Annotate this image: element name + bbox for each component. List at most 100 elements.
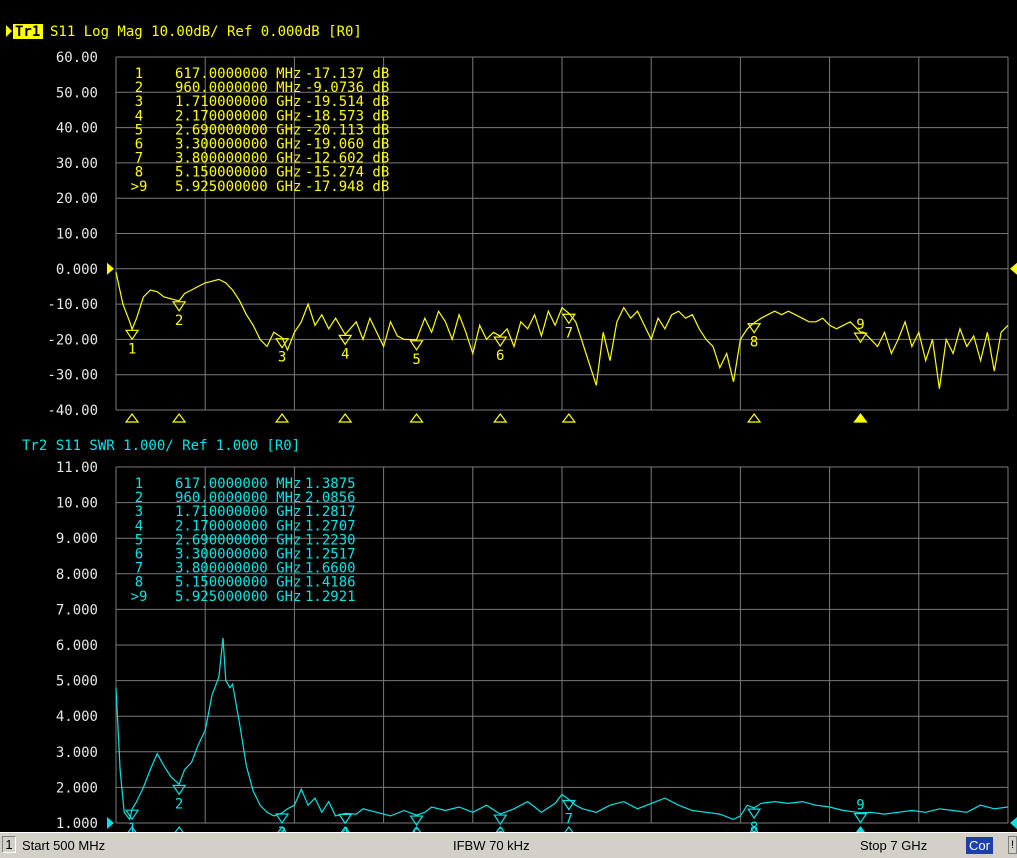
marker-symbol	[561, 313, 576, 325]
y-tick-label: 20.00	[56, 191, 98, 207]
y-tick-label: 10.00	[56, 496, 98, 512]
start-frequency[interactable]: Start 500 MHz	[22, 838, 106, 853]
marker-value: 1.6600	[305, 561, 356, 577]
y-tick-label: -10.00	[47, 297, 98, 313]
reference-marker-right	[1010, 817, 1017, 829]
marker-position-triangle	[493, 413, 508, 423]
marker-position-triangle	[409, 413, 424, 423]
marker-symbol	[561, 799, 576, 811]
marker-symbol	[124, 809, 140, 821]
marker-label: 6	[496, 348, 504, 364]
y-tick-label: 9.000	[56, 531, 98, 547]
marker-position-triangle	[124, 413, 140, 423]
marker-label: 2	[175, 313, 183, 329]
marker-readout-row: 6 3.300000000 GHz -19.060 dB	[135, 137, 390, 153]
marker-number: 2	[135, 80, 143, 96]
trace-line	[115, 272, 1009, 389]
marker-number: >9	[131, 589, 148, 605]
marker-value: 1.4186	[305, 575, 356, 591]
marker-value: 1.2707	[305, 518, 356, 534]
channel-indicator[interactable]: 1	[2, 836, 16, 853]
warning-indicator[interactable]: !	[1008, 836, 1017, 854]
marker-frequency: 2.170000000 GHz	[175, 108, 301, 124]
marker-symbol	[493, 814, 508, 826]
y-tick-label: 5.000	[56, 674, 98, 690]
marker-frequency: 3.300000000 GHz	[175, 137, 301, 153]
marker-symbol	[853, 332, 868, 344]
trace-panel-2: Tr2 S11 SWR 1.000/ Ref 1.000 [R0] 11.00 10…	[22, 438, 1017, 843]
marker-value: -17.948 dB	[305, 179, 389, 195]
marker-position-triangle	[853, 413, 868, 423]
marker-label: 1	[128, 821, 136, 837]
marker-number: 2	[135, 490, 143, 506]
marker-readout-row: >9 5.925000000 GHz -17.948 dB	[131, 179, 390, 195]
marker-2: 2	[171, 301, 187, 423]
marker-readout-row: 7 3.800000000 GHz 1.6600	[135, 561, 356, 577]
trace-panel-1: Tr1 S11 Log Mag 10.00dB/ Ref 0.000dB [R0]…	[6, 24, 1017, 423]
marker-label: 7	[565, 812, 573, 828]
marker-readout-row: 6 3.300000000 GHz 1.2517	[135, 547, 356, 563]
reference-marker-left	[107, 817, 114, 829]
y-tick-label: 3.000	[56, 745, 98, 761]
marker-frequency: 960.0000000 MHz	[175, 490, 301, 506]
y-tick-label: 10.00	[56, 227, 98, 243]
marker-number: 5	[135, 532, 143, 548]
marker-readout-row: 4 2.170000000 GHz 1.2707	[135, 518, 356, 534]
marker-readout-row: 1 617.0000000 MHz 1.3875	[135, 476, 356, 492]
marker-number: 5	[135, 122, 143, 138]
marker-8: 8	[746, 323, 762, 423]
y-tick-label: 1.000	[56, 816, 98, 832]
trace-title: S11 Log Mag 10.00dB/ Ref 0.000dB [R0]	[50, 24, 362, 40]
marker-number: 8	[135, 165, 143, 181]
trace-tag-bg	[13, 24, 43, 39]
marker-number: 3	[135, 94, 143, 110]
marker-number: 1	[135, 66, 143, 82]
marker-9: 9	[853, 317, 868, 423]
marker-number: 4	[135, 518, 143, 534]
marker-symbol	[274, 813, 290, 825]
marker-symbol	[747, 808, 762, 820]
y-tick-label: 6.000	[56, 638, 98, 654]
marker-symbol	[409, 340, 424, 351]
y-tick-label: 40.00	[56, 121, 98, 137]
marker-symbol	[338, 334, 353, 346]
marker-value: -17.137 dB	[305, 66, 389, 82]
marker-readout-row: 3 1.710000000 GHz 1.2817	[135, 504, 356, 520]
y-tick-label: 8.000	[56, 567, 98, 583]
ifbw-setting[interactable]: IFBW 70 kHz	[453, 838, 530, 853]
marker-value: 1.2230	[305, 532, 356, 548]
marker-readout-row: 5 2.690000000 GHz -20.113 dB	[135, 122, 390, 138]
stop-frequency[interactable]: Stop 7 GHz	[860, 838, 928, 853]
marker-value: -18.573 dB	[305, 108, 389, 124]
y-tick-label: 60.00	[56, 50, 98, 66]
marker-value: -15.274 dB	[305, 165, 389, 181]
marker-label: 1	[128, 341, 136, 357]
marker-position-triangle	[171, 413, 187, 423]
marker-symbol	[409, 815, 424, 827]
marker-value: -12.602 dB	[305, 151, 389, 167]
active-trace-arrow	[6, 25, 12, 37]
marker-label: 8	[750, 335, 758, 351]
marker-value: -20.113 dB	[305, 122, 389, 138]
marker-symbol	[747, 323, 762, 334]
grid	[115, 56, 1009, 411]
marker-frequency: 2.690000000 GHz	[175, 532, 301, 548]
marker-frequency: 5.925000000 GHz	[175, 179, 301, 195]
correction-badge[interactable]: Cor	[966, 837, 993, 854]
reference-marker-right	[1010, 262, 1017, 275]
marker-6: 6	[493, 336, 508, 423]
marker-label: 8	[750, 820, 758, 836]
marker-label: 2	[175, 796, 183, 812]
marker-frequency: 3.800000000 GHz	[175, 561, 301, 577]
marker-label: 7	[565, 325, 573, 341]
marker-3: 3	[274, 338, 290, 423]
marker-7: 7	[561, 313, 577, 423]
marker-number: 7	[135, 151, 143, 167]
trace-line	[115, 637, 1009, 821]
marker-number: 3	[135, 504, 143, 520]
screen-background	[0, 13, 1017, 845]
marker-value: 1.3875	[305, 476, 356, 492]
grid	[115, 466, 1009, 824]
marker-frequency: 2.170000000 GHz	[175, 518, 301, 534]
